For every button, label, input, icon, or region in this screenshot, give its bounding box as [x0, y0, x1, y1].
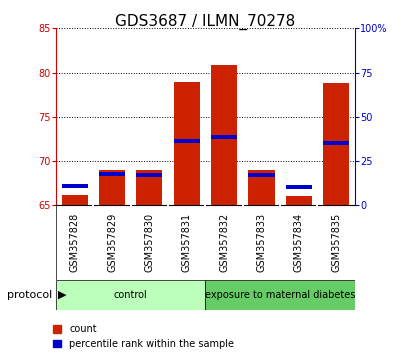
- Bar: [62, 195, 88, 205]
- Text: GSM357832: GSM357832: [219, 213, 229, 272]
- Bar: [173, 82, 200, 205]
- Bar: [323, 83, 349, 205]
- Text: GSM357834: GSM357834: [294, 213, 304, 272]
- Text: GSM357828: GSM357828: [70, 213, 80, 272]
- Legend: count, percentile rank within the sample: count, percentile rank within the sample: [53, 324, 234, 349]
- Text: GSM357830: GSM357830: [144, 213, 154, 272]
- Bar: [136, 170, 163, 205]
- Bar: [248, 170, 275, 205]
- Bar: [286, 185, 312, 189]
- Bar: [205, 280, 355, 310]
- Text: GSM357831: GSM357831: [182, 213, 192, 272]
- Bar: [211, 135, 237, 139]
- Text: control: control: [114, 290, 148, 300]
- Bar: [62, 184, 88, 188]
- Bar: [136, 173, 163, 177]
- Text: GSM357833: GSM357833: [256, 213, 266, 272]
- Bar: [248, 173, 275, 177]
- Bar: [173, 139, 200, 143]
- Text: GSM357835: GSM357835: [331, 213, 341, 272]
- Bar: [56, 280, 205, 310]
- Bar: [286, 196, 312, 205]
- Text: protocol: protocol: [7, 290, 52, 300]
- Text: ▶: ▶: [58, 290, 66, 300]
- Text: GSM357829: GSM357829: [107, 213, 117, 272]
- Text: exposure to maternal diabetes: exposure to maternal diabetes: [205, 290, 355, 300]
- Bar: [99, 170, 125, 205]
- Bar: [211, 65, 237, 205]
- Bar: [99, 172, 125, 176]
- Text: GDS3687 / ILMN_70278: GDS3687 / ILMN_70278: [115, 14, 295, 30]
- Bar: [323, 141, 349, 145]
